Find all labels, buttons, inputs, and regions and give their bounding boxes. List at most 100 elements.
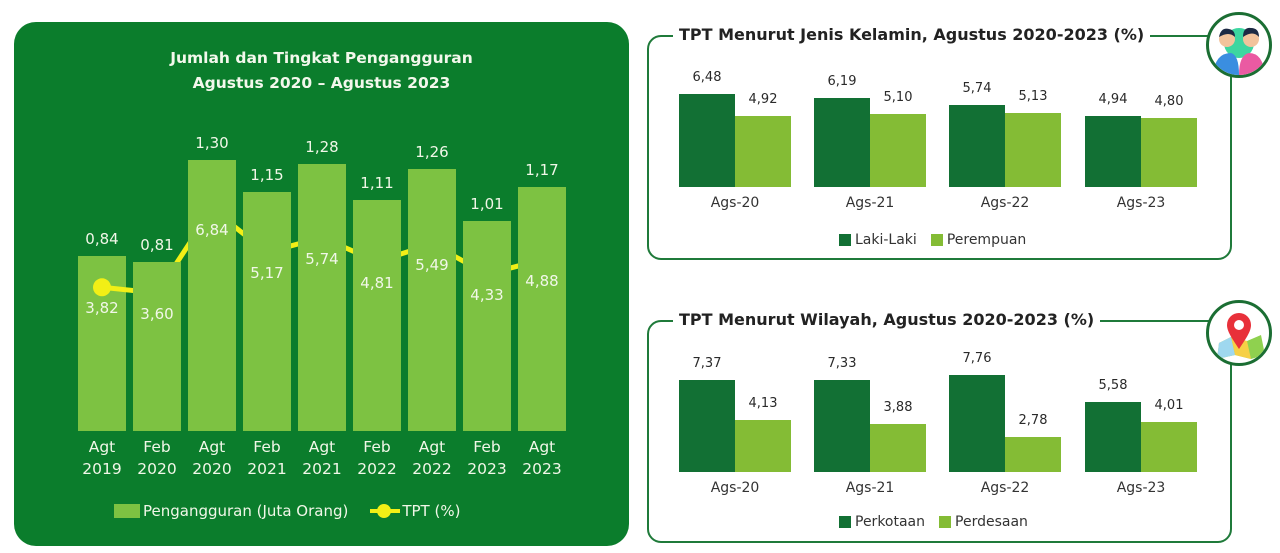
bar-value-label: 1,17 <box>525 161 559 180</box>
x-label-year: 2020 <box>192 460 232 478</box>
legend-label-perempuan: Perempuan <box>946 232 1027 248</box>
x-axis-label: Feb 2022 <box>342 436 412 480</box>
x-label-period: Feb <box>143 438 171 456</box>
x-axis-label: Ags-22 <box>980 195 1030 211</box>
tpt-value-label: 5,74 <box>305 249 339 268</box>
line-legend-marker-icon <box>370 504 401 518</box>
bar-value-label: 5,13 <box>1018 89 1048 105</box>
bar-value-label: 4,13 <box>748 396 778 412</box>
unemployment-bar <box>518 187 566 431</box>
region-chart-title: TPT Menurut Wilayah, Agustus 2020-2023 (… <box>673 308 1101 332</box>
unemployment-bar <box>243 191 291 431</box>
bar-value-label: 5,74 <box>962 80 992 96</box>
tpt-value-label: 5,17 <box>250 264 284 283</box>
x-label-year: 2023 <box>522 460 562 478</box>
x-label-period: Feb <box>253 438 281 456</box>
x-label-period: Feb <box>473 438 501 456</box>
x-axis-label: Agt 2020 <box>177 436 247 480</box>
x-axis-label: Ags-22 <box>980 480 1030 496</box>
x-label-period: Agt <box>198 438 226 456</box>
x-label-year: 2020 <box>137 460 177 478</box>
series2-bar <box>1141 421 1197 472</box>
unemployment-bar <box>463 220 511 431</box>
series1-bar <box>949 375 1005 472</box>
unemployment-bar-line-chart: 0,84 Agt 2019 3,82 0,81 Feb 2020 3,60 1,30 Agt 202… <box>14 22 629 546</box>
tpt-value-label: 4,33 <box>470 286 504 305</box>
gender-chart-title: TPT Menurut Jenis Kelamin, Agustus 2020-… <box>673 23 1151 47</box>
tpt-value-label: 3,60 <box>140 305 174 323</box>
tpt-value-label: 6,84 <box>195 221 229 239</box>
main-chart-title-line2: Agustus 2020 – Agustus 2023 <box>192 74 451 92</box>
series2-bar <box>1005 437 1061 472</box>
series1-bar <box>949 104 1005 187</box>
x-axis-label: Agt 2022 <box>397 436 467 480</box>
bar-value-label: 4,92 <box>748 92 778 108</box>
x-label-period: Agt <box>528 438 556 456</box>
bar-value-label: 4,94 <box>1098 92 1128 108</box>
unemployment-bar <box>188 160 236 431</box>
legend-label-perkotaan: Perkotaan <box>855 514 926 530</box>
x-axis-label: Feb 2021 <box>232 436 302 480</box>
gender-legend: Laki-Laki Perempuan <box>839 232 1026 248</box>
legend-label-laki: Laki-Laki <box>855 232 917 248</box>
legend-swatch-laki <box>839 234 851 246</box>
series2-bar <box>1141 118 1197 187</box>
series2-bar <box>870 423 926 472</box>
x-axis-label: Feb 2023 <box>452 436 522 480</box>
main-chart-title: Jumlah dan Tingkat Pengangguran Agustus … <box>14 46 629 96</box>
people-icon <box>1206 12 1272 78</box>
bar-value-label: 4,01 <box>1154 397 1184 413</box>
x-axis-label: Agt 2019 <box>67 436 137 480</box>
unemployment-panel: Jumlah dan Tingkat Pengangguran Agustus … <box>14 22 629 546</box>
x-axis-label: Agt 2023 <box>507 436 577 480</box>
x-label-year: 2022 <box>357 460 397 478</box>
series2-bar <box>1005 113 1061 187</box>
series1-bar <box>1085 402 1141 472</box>
bar-value-label: 1,30 <box>195 134 229 153</box>
bar-value-label: 7,76 <box>962 351 992 366</box>
legend-swatch-perkotaan <box>839 516 851 528</box>
x-label-year: 2022 <box>412 460 452 478</box>
bar-value-label: 0,84 <box>85 230 119 249</box>
series1-bar <box>814 98 870 187</box>
legend-label-perdesaan: Perdesaan <box>955 514 1028 530</box>
main-chart-legend: Pengangguran (Juta Orang) TPT (%) <box>114 499 460 523</box>
x-label-period: Feb <box>363 438 391 456</box>
bar-value-label: 1,15 <box>250 165 284 184</box>
x-label-period: Agt <box>418 438 446 456</box>
bar-value-label: 6,19 <box>827 74 857 90</box>
x-label-period: Agt <box>88 438 116 456</box>
series1-bar <box>1085 116 1141 187</box>
x-axis-label: Agt 2021 <box>287 436 357 480</box>
bar-value-label: 0,81 <box>140 236 174 255</box>
region-chart-card: TPT Menurut Wilayah, Agustus 2020-2023 (… <box>647 300 1272 543</box>
map-pin-icon <box>1206 300 1272 366</box>
x-axis-label: Ags-23 <box>1116 480 1166 496</box>
x-label-year: 2019 <box>82 460 122 478</box>
x-label-year: 2021 <box>302 460 342 478</box>
x-axis-label: Ags-23 <box>1116 195 1166 211</box>
bar-legend-swatch <box>114 504 140 518</box>
bar-value-label: 5,10 <box>883 89 913 105</box>
line-legend-label: TPT (%) <box>402 502 461 520</box>
unemployment-bar <box>298 164 346 431</box>
bar-value-label: 3,88 <box>883 399 913 415</box>
x-axis-label: Ags-20 <box>710 195 760 211</box>
tpt-value-label: 4,81 <box>360 273 394 292</box>
x-label-year: 2021 <box>247 460 287 478</box>
bar-value-label: 2,78 <box>1018 413 1048 429</box>
region-legend: Perkotaan Perdesaan <box>839 514 1028 530</box>
unemployment-bar <box>353 199 401 431</box>
main-chart-title-line1: Jumlah dan Tingkat Pengangguran <box>170 49 473 67</box>
bar-value-label: 6,48 <box>692 70 722 85</box>
series1-bar <box>679 379 735 472</box>
x-label-period: Agt <box>308 438 336 456</box>
bar-value-label: 4,80 <box>1154 94 1184 110</box>
x-axis-label: Ags-21 <box>845 195 895 211</box>
series2-bar <box>735 116 791 187</box>
bar-value-label: 1,11 <box>360 173 394 192</box>
series2-bar <box>870 113 926 187</box>
x-axis-label: Ags-21 <box>845 480 895 496</box>
tpt-marker <box>93 278 111 297</box>
bar-value-label: 1,28 <box>305 138 339 157</box>
